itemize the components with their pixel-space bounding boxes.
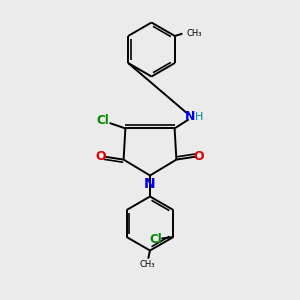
Text: N: N bbox=[185, 110, 196, 123]
Text: CH₃: CH₃ bbox=[140, 260, 155, 269]
Text: O: O bbox=[194, 150, 204, 163]
Text: O: O bbox=[96, 150, 106, 163]
Text: N: N bbox=[144, 177, 156, 191]
Text: H: H bbox=[195, 112, 203, 122]
Text: Cl: Cl bbox=[97, 114, 109, 128]
Text: CH₃: CH₃ bbox=[186, 28, 202, 38]
Text: Cl: Cl bbox=[149, 233, 162, 246]
